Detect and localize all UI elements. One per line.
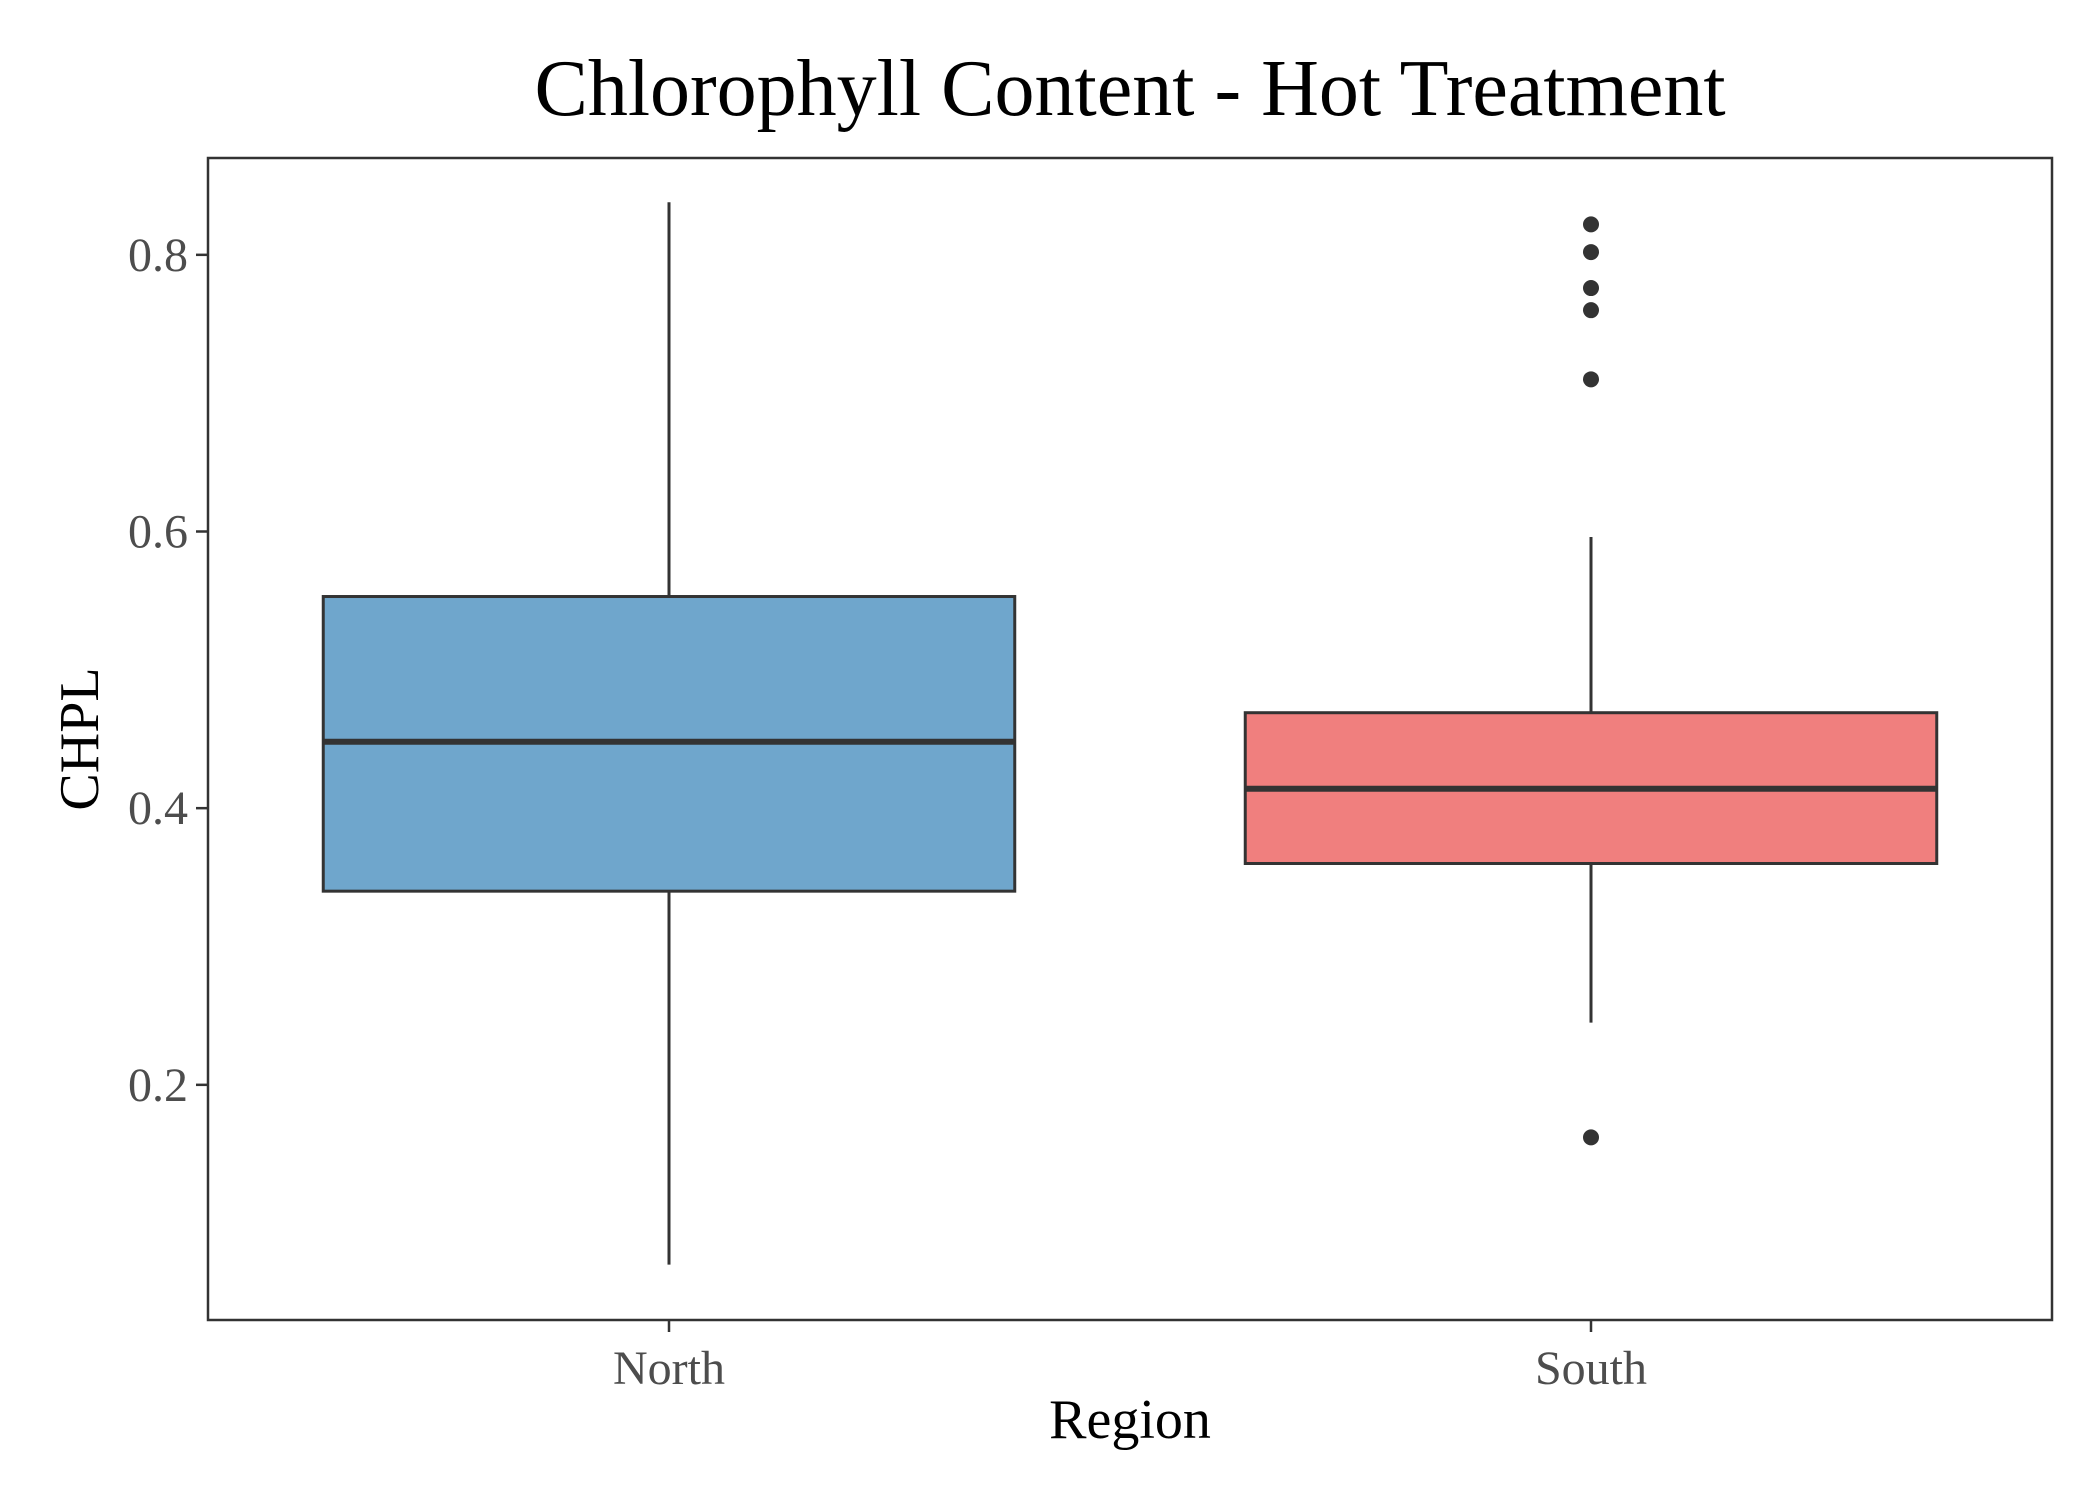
y-tick-label: 0.8: [128, 229, 188, 282]
x-tick-label: South: [1535, 1342, 1647, 1395]
y-tick-label: 0.2: [128, 1059, 188, 1112]
y-tick-label: 0.6: [128, 506, 188, 559]
outlier-point: [1583, 371, 1599, 388]
box-north: [321, 202, 1017, 1265]
outlier-point: [1583, 280, 1599, 297]
y-axis: 0.2 0.4 0.6 0.8: [128, 229, 208, 1112]
x-axis-title: Region: [1049, 1389, 1211, 1451]
outlier-point: [1583, 302, 1599, 319]
outlier-point: [1583, 1129, 1599, 1146]
x-tick-label: North: [613, 1342, 725, 1395]
box-south: [1243, 216, 1939, 1146]
x-axis: North South: [613, 1320, 1647, 1395]
outlier-point: [1583, 216, 1599, 233]
y-tick-label: 0.4: [128, 782, 188, 835]
outlier-point: [1583, 244, 1599, 261]
chart-title: Chlorophyll Content - Hot Treatment: [534, 45, 1725, 133]
y-axis-title: CHPL: [49, 667, 111, 810]
boxes: [321, 202, 1939, 1265]
